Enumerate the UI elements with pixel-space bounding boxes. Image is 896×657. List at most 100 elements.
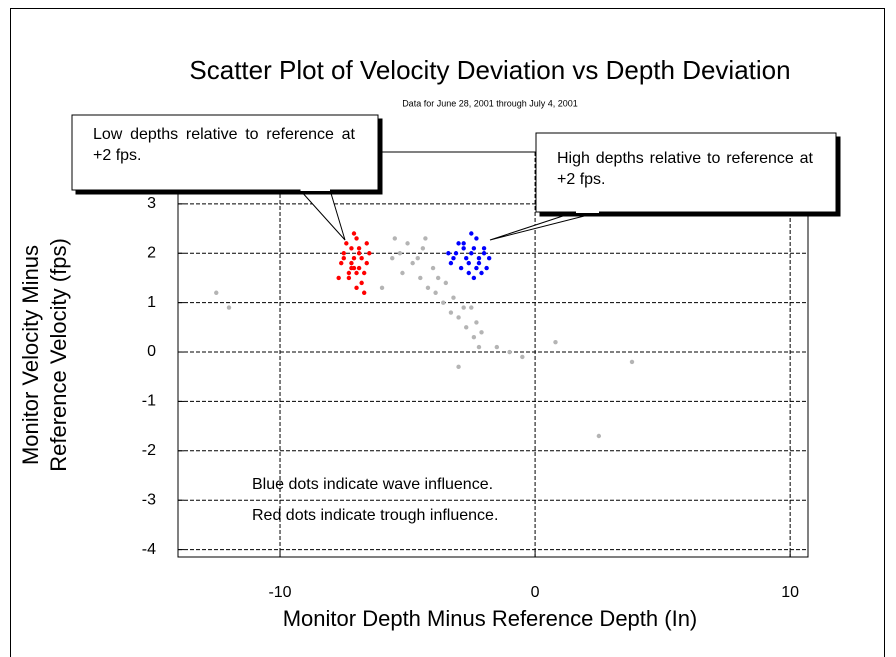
y-axis-label: Reference Velocity (fps) [46, 238, 71, 472]
point [418, 275, 423, 281]
point [446, 251, 451, 256]
chart-subtitle: Data for June 28, 2001 through July 4, 2… [402, 98, 578, 108]
point [354, 285, 359, 291]
point [336, 275, 341, 281]
x-tick-label: 0 [531, 584, 540, 601]
point [466, 270, 471, 276]
point [458, 265, 464, 271]
point [341, 255, 346, 261]
y-tick-label: -4 [142, 541, 156, 558]
point [423, 236, 428, 241]
point [451, 295, 456, 300]
point [486, 255, 492, 261]
point [474, 265, 479, 271]
point [379, 285, 385, 291]
point [461, 246, 466, 251]
x-tick-label: 10 [781, 584, 799, 601]
point [469, 231, 474, 236]
point [476, 344, 482, 350]
point [361, 290, 367, 295]
point [390, 255, 395, 261]
point [356, 265, 362, 271]
callout-pointer [489, 211, 601, 241]
point [351, 265, 357, 271]
point [461, 241, 466, 246]
point [481, 251, 487, 256]
annotation: Blue dots indicate wave influence. [252, 476, 493, 493]
point [214, 290, 219, 295]
point [367, 251, 372, 256]
point [354, 236, 359, 241]
y-axis-label: Monitor Velocity Minus [18, 245, 43, 465]
point [469, 251, 474, 256]
point [346, 270, 352, 276]
point [226, 305, 232, 310]
point [356, 251, 362, 256]
outer-frame [10, 8, 885, 657]
point [356, 246, 362, 251]
point [397, 251, 403, 256]
point [351, 255, 357, 261]
point [461, 305, 466, 310]
point [479, 330, 484, 335]
y-tick-label: 1 [147, 294, 156, 311]
y-tick-label: -2 [142, 442, 156, 459]
point [476, 260, 482, 266]
point [629, 359, 635, 365]
point [346, 275, 352, 281]
point [441, 300, 446, 305]
point [456, 364, 461, 370]
point [507, 349, 512, 355]
point [359, 255, 364, 261]
y-tick-label: 0 [147, 343, 156, 360]
point [354, 270, 359, 276]
point [466, 260, 471, 266]
y-tick-label: -1 [142, 393, 156, 410]
point [520, 354, 525, 360]
point [464, 255, 469, 261]
point [469, 305, 474, 310]
point [405, 241, 410, 246]
point [481, 246, 487, 251]
point [435, 275, 441, 281]
point [453, 251, 459, 256]
x-axis-label: Monitor Depth Minus Reference Depth (In) [283, 606, 698, 631]
point [351, 231, 357, 236]
y-tick-label: -3 [142, 491, 156, 508]
point [364, 260, 369, 266]
y-tick-label: 2 [147, 244, 156, 261]
point [425, 285, 431, 291]
point [596, 433, 602, 439]
point [474, 320, 479, 325]
point [456, 241, 461, 246]
point [349, 246, 354, 251]
point [448, 310, 454, 315]
callout-text: Low depths relative to reference at +2 f… [73, 116, 377, 189]
callout-pointer [298, 189, 346, 241]
point [451, 255, 456, 261]
point [443, 280, 449, 286]
point [341, 251, 346, 256]
point [471, 335, 477, 340]
point [433, 290, 438, 295]
x-tick-label: -10 [268, 584, 291, 601]
annotation: Red dots indicate trough influence. [252, 507, 498, 524]
point [339, 260, 344, 266]
point [479, 270, 484, 276]
point [410, 260, 415, 266]
y-tick-label: 3 [147, 195, 156, 212]
point [471, 246, 477, 251]
point [364, 241, 369, 246]
point [349, 260, 354, 266]
point [494, 344, 500, 350]
point [448, 260, 454, 266]
point [456, 315, 461, 320]
point [420, 246, 426, 251]
point [430, 265, 436, 271]
point [361, 270, 367, 276]
point [400, 270, 405, 276]
point [474, 236, 479, 241]
plot-frame [177, 151, 809, 558]
point [464, 325, 469, 330]
